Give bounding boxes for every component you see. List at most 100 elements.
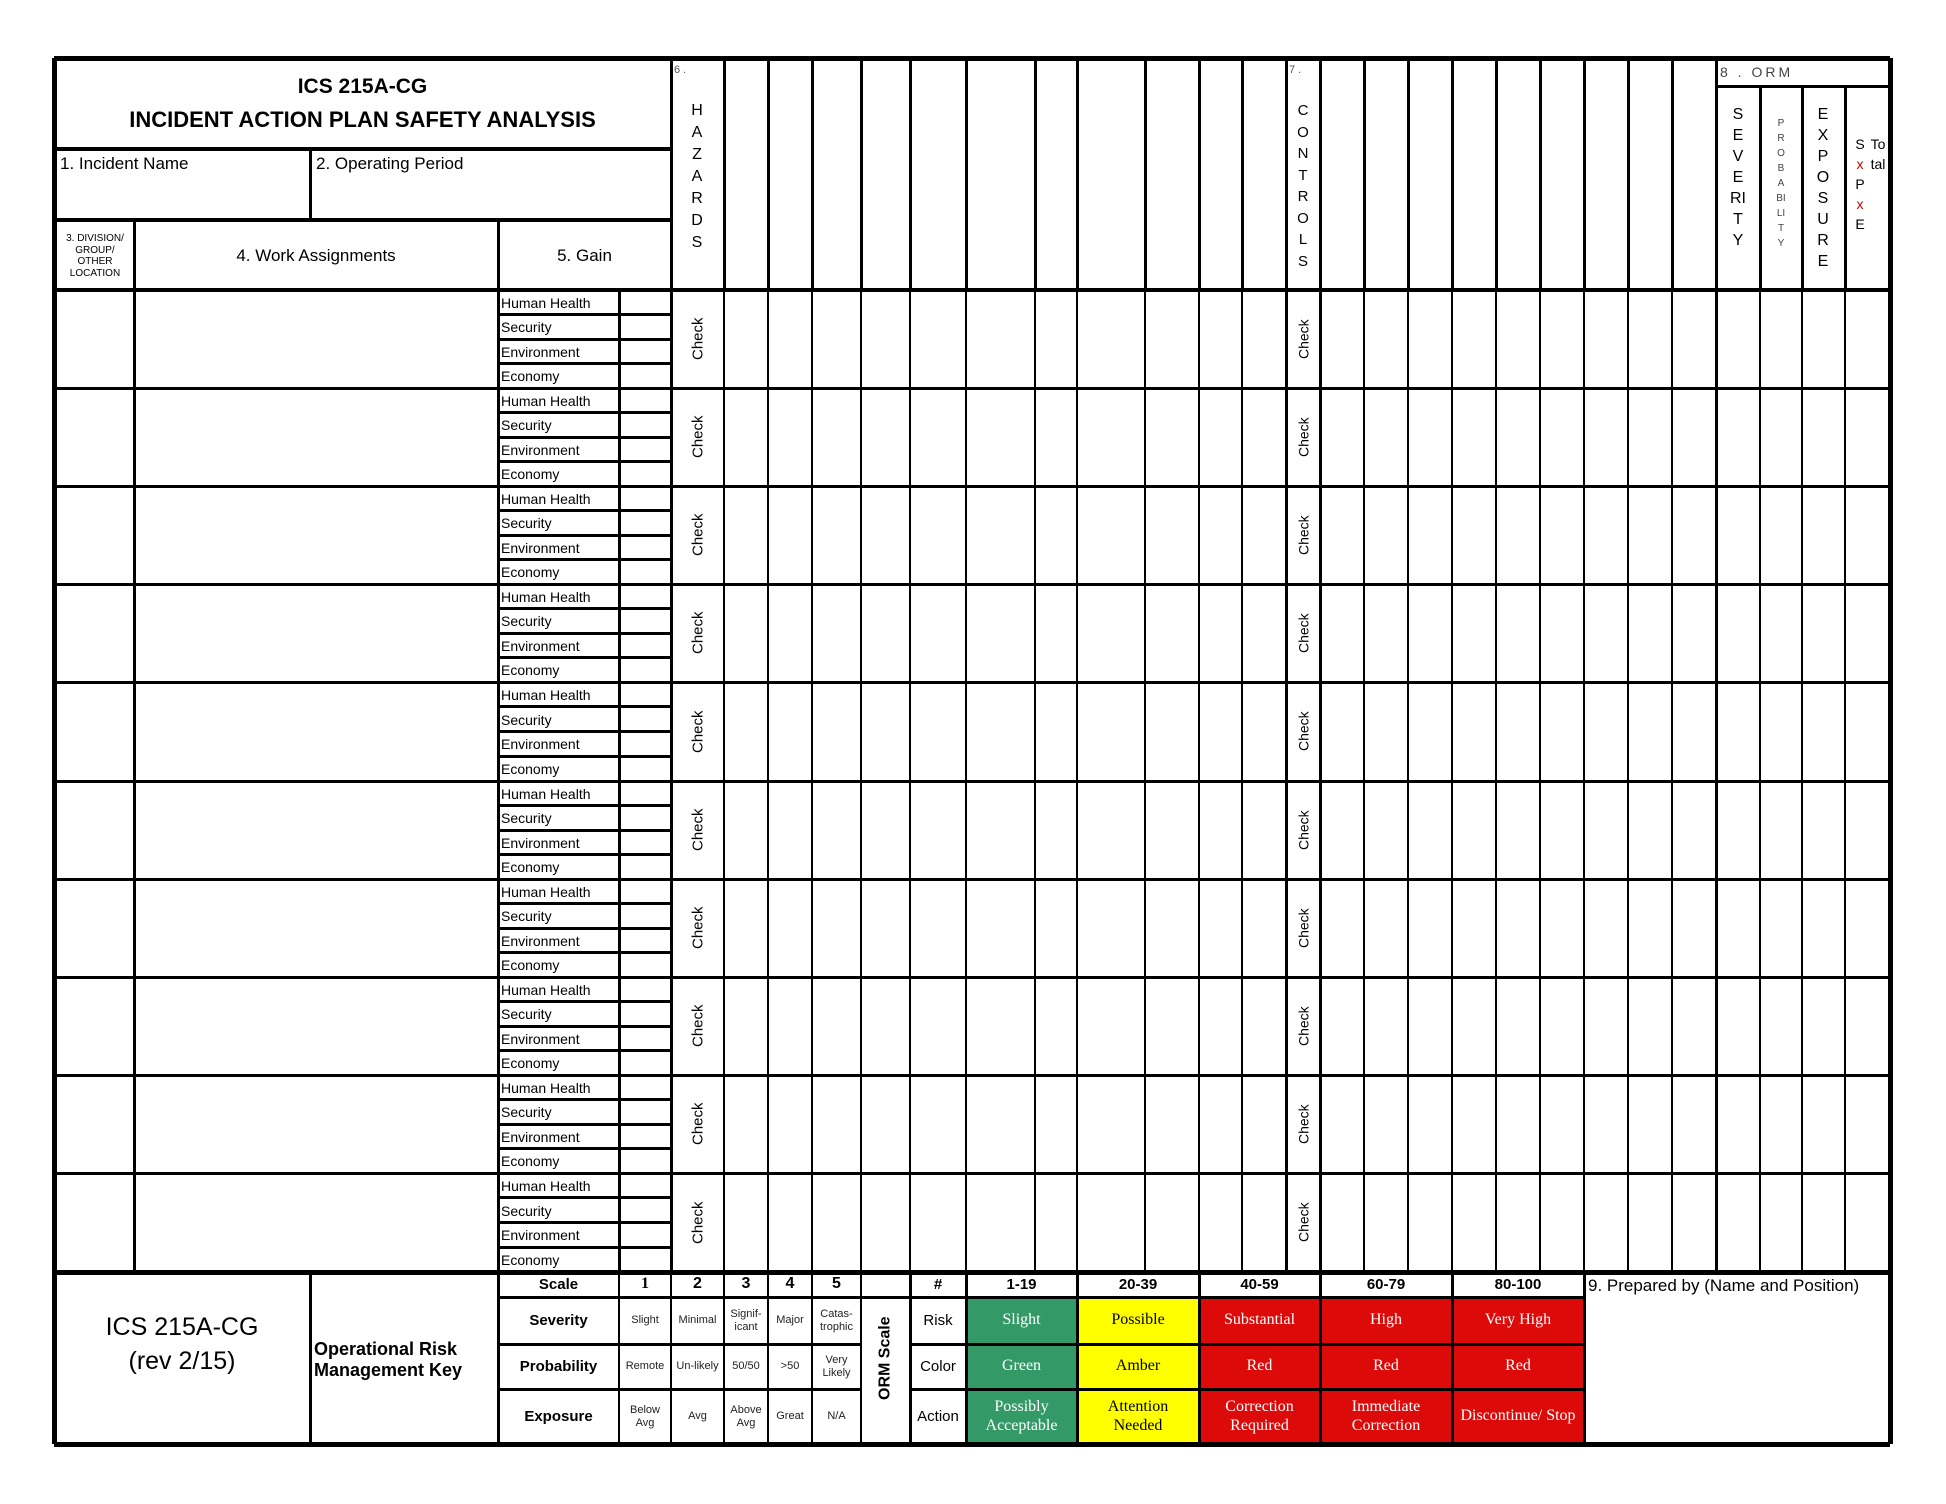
probability-cell[interactable] xyxy=(1761,586,1801,680)
exposure-cell[interactable] xyxy=(1803,586,1844,680)
hazard-cell[interactable] xyxy=(1078,292,1144,386)
hazard-cell[interactable] xyxy=(1200,1175,1241,1270)
hazard-cell[interactable] xyxy=(1200,881,1241,975)
control-cell[interactable] xyxy=(1453,390,1495,484)
control-cell[interactable] xyxy=(1409,390,1451,484)
control-cell[interactable] xyxy=(1629,1077,1671,1171)
hazard-cell[interactable] xyxy=(725,292,767,386)
control-cell[interactable] xyxy=(1497,390,1539,484)
hazard-cell[interactable] xyxy=(769,1175,811,1270)
work-assignment-cell[interactable] xyxy=(136,881,496,975)
hazard-cell[interactable] xyxy=(769,488,811,582)
gain-value-cell[interactable] xyxy=(621,857,669,879)
hazard-cell[interactable] xyxy=(1078,586,1144,680)
hazard-cell[interactable] xyxy=(911,1077,965,1171)
hazard-cell[interactable] xyxy=(1036,586,1076,680)
gain-value-cell[interactable] xyxy=(621,881,669,903)
work-assignment-cell[interactable] xyxy=(136,586,496,680)
hazard-cell[interactable] xyxy=(862,292,909,386)
exposure-cell[interactable] xyxy=(1803,292,1844,386)
control-cell[interactable] xyxy=(1365,783,1407,877)
hazard-cell[interactable] xyxy=(1243,783,1285,877)
control-cell[interactable] xyxy=(1321,684,1363,779)
control-cell[interactable] xyxy=(1409,979,1451,1073)
gain-value-cell[interactable] xyxy=(621,1102,669,1124)
control-cell[interactable] xyxy=(1673,881,1715,975)
work-assignment-cell[interactable] xyxy=(136,783,496,877)
gain-value-cell[interactable] xyxy=(621,906,669,928)
gain-value-cell[interactable] xyxy=(621,1200,669,1222)
hazard-cell[interactable] xyxy=(862,488,909,582)
severity-cell[interactable] xyxy=(1717,1077,1759,1171)
hazard-cell[interactable] xyxy=(862,1077,909,1171)
division-cell[interactable] xyxy=(57,1077,135,1171)
total-cell[interactable] xyxy=(1846,390,1889,484)
control-cell[interactable] xyxy=(1541,979,1583,1073)
gain-value-cell[interactable] xyxy=(621,1175,669,1197)
hazard-cell[interactable] xyxy=(911,684,965,779)
control-cell[interactable] xyxy=(1453,488,1495,582)
division-cell[interactable] xyxy=(57,292,135,386)
hazard-cell[interactable] xyxy=(1243,881,1285,975)
work-assignment-cell[interactable] xyxy=(136,390,496,484)
hazard-cell[interactable] xyxy=(1146,881,1198,975)
gain-value-cell[interactable] xyxy=(621,1249,669,1271)
control-cell[interactable] xyxy=(1453,783,1495,877)
control-cell[interactable] xyxy=(1453,684,1495,779)
gain-value-cell[interactable] xyxy=(621,341,669,363)
control-cell[interactable] xyxy=(1497,292,1539,386)
hazard-cell[interactable] xyxy=(725,1077,767,1171)
hazard-cell[interactable] xyxy=(813,684,860,779)
hazard-cell[interactable] xyxy=(769,292,811,386)
gain-value-cell[interactable] xyxy=(621,439,669,461)
hazard-cell[interactable] xyxy=(967,979,1034,1073)
control-cell[interactable] xyxy=(1541,586,1583,680)
control-cell[interactable] xyxy=(1629,390,1671,484)
gain-value-cell[interactable] xyxy=(621,1004,669,1026)
control-cell[interactable] xyxy=(1453,881,1495,975)
control-cell[interactable] xyxy=(1585,881,1627,975)
control-cell[interactable] xyxy=(1321,979,1363,1073)
division-cell[interactable] xyxy=(57,586,135,680)
hazard-cell[interactable] xyxy=(1146,488,1198,582)
control-cell[interactable] xyxy=(1585,488,1627,582)
control-cell[interactable] xyxy=(1321,1175,1363,1270)
control-cell[interactable] xyxy=(1629,586,1671,680)
hazard-cell[interactable] xyxy=(1078,390,1144,484)
hazard-cell[interactable] xyxy=(1078,783,1144,877)
gain-value-cell[interactable] xyxy=(621,684,669,706)
total-cell[interactable] xyxy=(1846,1077,1889,1171)
gain-value-cell[interactable] xyxy=(621,1225,669,1247)
hazard-cell[interactable] xyxy=(862,979,909,1073)
hazard-cell[interactable] xyxy=(1146,292,1198,386)
probability-cell[interactable] xyxy=(1761,684,1801,779)
hazard-cell[interactable] xyxy=(1036,488,1076,582)
control-cell[interactable] xyxy=(1585,1175,1627,1270)
incident-name-input[interactable] xyxy=(58,176,308,218)
gain-value-cell[interactable] xyxy=(621,292,669,314)
control-cell[interactable] xyxy=(1409,684,1451,779)
hazard-cell[interactable] xyxy=(967,488,1034,582)
hazard-cell[interactable] xyxy=(725,390,767,484)
gain-value-cell[interactable] xyxy=(621,464,669,486)
control-cell[interactable] xyxy=(1585,586,1627,680)
hazard-cell[interactable] xyxy=(1200,783,1241,877)
control-cell[interactable] xyxy=(1409,586,1451,680)
hazard-cell[interactable] xyxy=(769,881,811,975)
control-cell[interactable] xyxy=(1541,684,1583,779)
gain-value-cell[interactable] xyxy=(621,1126,669,1148)
control-cell[interactable] xyxy=(1321,783,1363,877)
control-cell[interactable] xyxy=(1497,586,1539,680)
total-cell[interactable] xyxy=(1846,783,1889,877)
gain-value-cell[interactable] xyxy=(621,1053,669,1075)
work-assignment-cell[interactable] xyxy=(136,684,496,779)
hazard-cell[interactable] xyxy=(769,783,811,877)
control-cell[interactable] xyxy=(1409,292,1451,386)
hazard-cell[interactable] xyxy=(911,292,965,386)
hazard-cell[interactable] xyxy=(769,979,811,1073)
exposure-cell[interactable] xyxy=(1803,684,1844,779)
severity-cell[interactable] xyxy=(1717,783,1759,877)
exposure-cell[interactable] xyxy=(1803,881,1844,975)
hazard-cell[interactable] xyxy=(769,390,811,484)
control-cell[interactable] xyxy=(1673,979,1715,1073)
